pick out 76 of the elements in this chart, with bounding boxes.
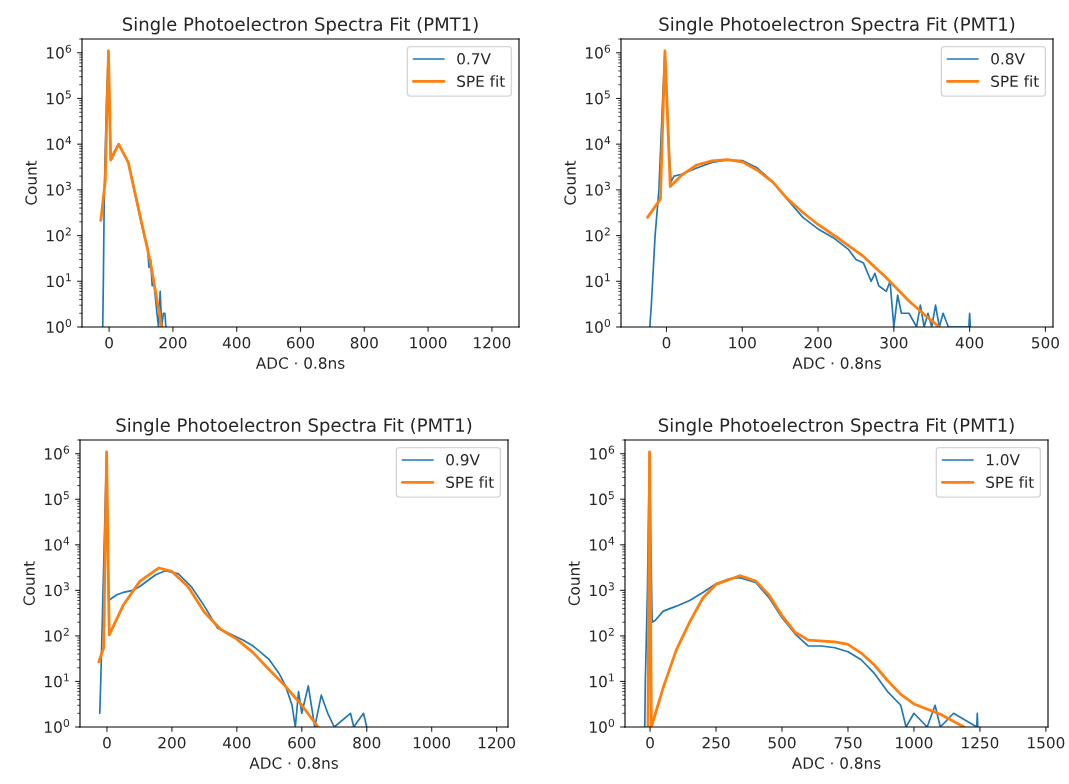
y-tick-label: 10$^{0}$	[586, 318, 611, 333]
y-tick-label: 10$^{2}$	[586, 227, 610, 242]
x-tick-label: 0	[103, 736, 111, 749]
y-tick-label: 10$^{3}$	[47, 181, 71, 196]
x-tick-label: 300	[880, 336, 908, 349]
y-axis-title: Count	[564, 160, 576, 205]
y-tick-label: 10$^{1}$	[590, 673, 614, 688]
x-tick-label: 500	[768, 736, 796, 749]
x-tick-label: 400	[222, 336, 251, 349]
x-tick-label: 1500	[1028, 736, 1065, 749]
x-tick-label: 1200	[478, 736, 516, 749]
legend-label: SPE fit	[446, 476, 494, 488]
x-tick-label: 1000	[410, 336, 447, 349]
y-tick-label: 10$^{0}$	[47, 318, 72, 333]
y-axis-title: Count	[25, 160, 37, 205]
x-tick-label: 200	[159, 336, 187, 349]
y-axis-title: Count	[568, 561, 580, 606]
x-tick-label: 1200	[474, 336, 511, 349]
legend-label: 0.9V	[446, 454, 480, 466]
x-tick-label: 800	[353, 736, 381, 749]
y-tick-label: 10$^{1}$	[45, 673, 69, 688]
y-tick-label: 10$^{2}$	[590, 627, 614, 642]
x-tick-label: 750	[834, 736, 862, 749]
y-tick-label: 10$^{6}$	[586, 44, 611, 59]
x-tick-label: 600	[288, 736, 316, 749]
x-tick-label: 0	[646, 736, 654, 749]
x-tick-label: 400	[223, 736, 251, 749]
y-tick-label: 10$^{1}$	[586, 273, 610, 288]
y-tick-label: 10$^{3}$	[45, 582, 69, 597]
x-axis-title: ADC · 0.8ns	[249, 757, 338, 769]
y-tick-label: 10$^{2}$	[45, 627, 69, 642]
line-series	[97, 450, 320, 727]
legend-label: 0.8V	[991, 53, 1025, 65]
y-tick-label: 10$^{5}$	[47, 90, 71, 105]
x-tick-label: 250	[702, 736, 730, 749]
y-tick-label: 10$^{4}$	[47, 136, 72, 151]
y-tick-label: 10$^{5}$	[586, 90, 610, 105]
x-tick-label: 500	[1032, 336, 1059, 349]
x-tick-label: 800	[350, 336, 378, 349]
y-tick-label: 10$^{0}$	[590, 718, 615, 733]
y-tick-label: 10$^{5}$	[45, 491, 69, 506]
legend-label: SPE fit	[457, 75, 505, 87]
x-tick-label: 200	[804, 336, 832, 349]
y-tick-label: 10$^{1}$	[47, 273, 71, 288]
chart-title: Single Photoelectron Spectra Fit (PMT1)	[122, 16, 478, 35]
y-tick-label: 10$^{6}$	[47, 44, 72, 59]
legend-label: SPE fit	[991, 75, 1039, 87]
y-tick-label: 10$^{5}$	[590, 491, 614, 506]
y-tick-label: 10$^{6}$	[590, 445, 615, 460]
y-tick-label: 10$^{3}$	[590, 582, 614, 597]
chart-title: Single Photoelectron Spectra Fit (PMT1)	[659, 16, 1015, 35]
x-tick-label: 400	[955, 336, 984, 349]
x-tick-label: 200	[158, 736, 186, 749]
legend-label: 1.0V	[986, 454, 1020, 466]
x-tick-label: 600	[286, 336, 315, 349]
x-axis-title: ADC · 0.8ns	[792, 357, 881, 369]
y-tick-label: 10$^{4}$	[590, 536, 615, 551]
x-tick-label: 1250	[962, 736, 999, 749]
legend-label: 0.7V	[457, 53, 491, 65]
x-tick-label: 1000	[896, 736, 933, 749]
chart-title: Single Photoelectron Spectra Fit (PMT1)	[658, 417, 1014, 436]
y-tick-label: 10$^{4}$	[45, 536, 70, 551]
y-tick-label: 10$^{6}$	[45, 445, 70, 460]
x-axis-title: ADC · 0.8ns	[791, 757, 881, 769]
x-tick-label: 0	[105, 336, 113, 349]
chart-title: Single Photoelectron Spectra Fit (PMT1)	[116, 417, 472, 436]
legend-label: SPE fit	[986, 476, 1034, 488]
x-tick-label: 1000	[413, 736, 451, 749]
y-tick-label: 10$^{4}$	[586, 136, 611, 151]
x-tick-label: 100	[729, 336, 756, 349]
y-tick-label: 10$^{3}$	[586, 181, 610, 196]
x-tick-label: 0	[662, 336, 671, 349]
y-tick-label: 10$^{0}$	[45, 718, 70, 733]
x-axis-title: ADC · 0.8ns	[255, 357, 345, 369]
y-tick-label: 10$^{2}$	[47, 227, 71, 242]
y-axis-title: Count	[23, 561, 35, 606]
